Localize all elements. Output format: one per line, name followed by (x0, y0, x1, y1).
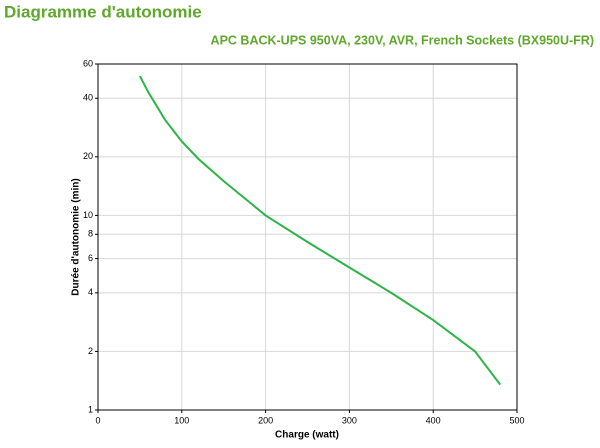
x-axis-label: Charge (watt) (275, 430, 339, 441)
y-tick-label: 6 (88, 253, 93, 263)
x-tick-label: 500 (509, 415, 524, 425)
x-tick-label: 400 (426, 415, 441, 425)
x-tick-label: 100 (174, 415, 189, 425)
y-tick-label: 8 (88, 229, 93, 239)
chart-subtitle: APC BACK-UPS 950VA, 230V, AVR, French So… (211, 33, 594, 47)
y-tick-label: 60 (83, 58, 93, 68)
y-tick-label: 10 (83, 210, 93, 220)
chart-title: Diagramme d'autonomie (4, 2, 202, 21)
y-tick-label: 4 (88, 287, 93, 297)
x-tick-label: 0 (95, 415, 100, 425)
runtime-line (139, 75, 502, 386)
x-tick-label: 200 (258, 415, 273, 425)
y-tick-label: 40 (83, 93, 93, 103)
y-tick-label: 2 (88, 346, 93, 356)
y-tick-label: 1 (88, 404, 93, 414)
x-tick-label: 300 (342, 415, 357, 425)
y-axis-label: Durée d'autonomie (min) (71, 178, 82, 295)
y-tick-label: 20 (83, 151, 93, 161)
plot-frame (97, 63, 518, 411)
